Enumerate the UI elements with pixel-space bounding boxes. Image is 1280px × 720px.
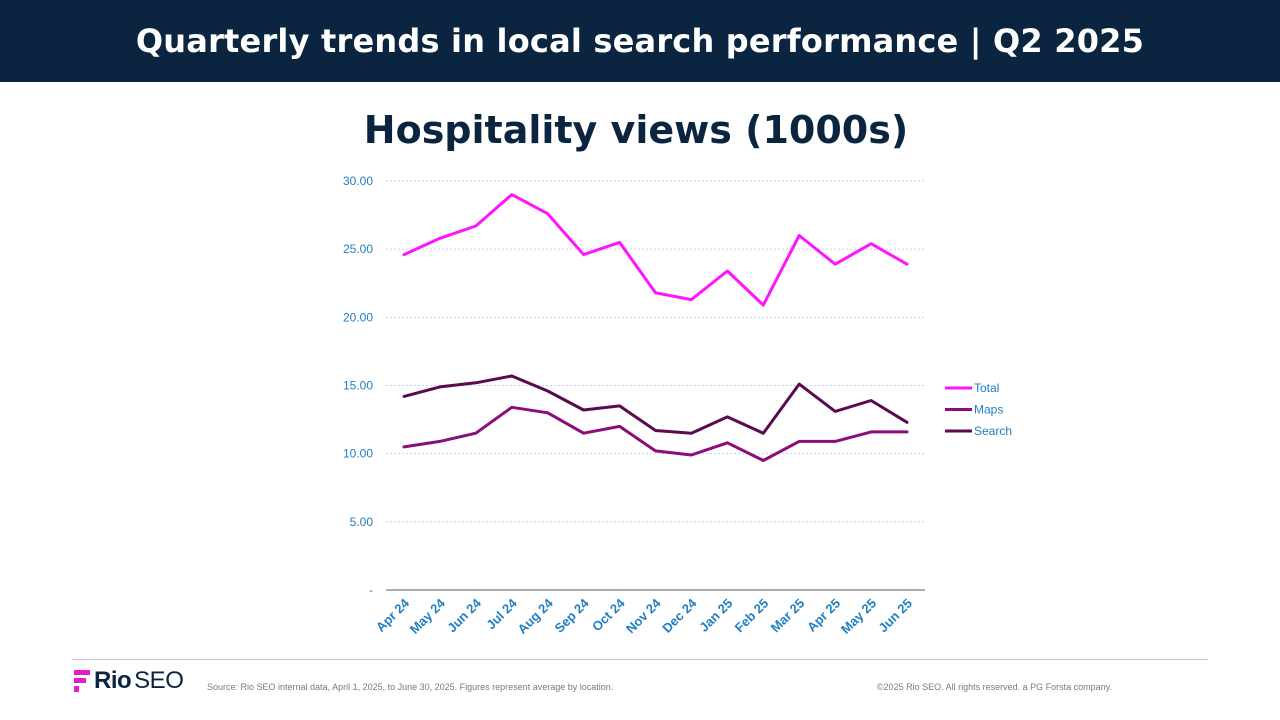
- header-bar: Quarterly trends in local search perform…: [0, 0, 1280, 82]
- y-tick-label: 20.00: [343, 310, 373, 324]
- chart-title: Hospitality views (1000s): [363, 108, 909, 152]
- x-tick-label: Apr 24: [373, 595, 413, 635]
- legend-label-total: Total: [974, 381, 999, 395]
- x-tick-label: Jun 24: [444, 595, 484, 635]
- footer-divider: [72, 659, 1208, 660]
- y-tick-label: 25.00: [343, 242, 373, 256]
- x-tick-label: Oct 24: [589, 595, 628, 634]
- logo-text-seo: SEO: [134, 667, 184, 694]
- x-tick-label: Nov 24: [623, 595, 664, 636]
- copyright-note: ©2025 Rio SEO. All rights reserved. a PG…: [876, 682, 1112, 692]
- logo-text-rio: Rio: [94, 667, 132, 694]
- legend-label-maps: Maps: [974, 403, 1003, 417]
- rio-seo-logo: Rio SEO: [74, 667, 184, 695]
- y-tick-label: 30.00: [343, 174, 373, 188]
- series-line-search: [402, 374, 909, 435]
- x-tick-label: May 25: [838, 596, 879, 637]
- x-tick-label: Sep 24: [552, 595, 593, 636]
- x-tick-label: Feb 25: [732, 596, 772, 636]
- x-tick-label: Jan 25: [696, 596, 735, 635]
- series-line-maps: [402, 405, 909, 462]
- y-tick-label: 10.00: [343, 447, 373, 461]
- x-tick-label: Dec 24: [659, 595, 700, 636]
- y-tick-label: -: [369, 583, 373, 597]
- x-tick-label: Aug 24: [515, 595, 557, 637]
- x-tick-label: May 24: [407, 595, 449, 637]
- y-tick-label: 5.00: [350, 515, 374, 529]
- x-tick-label: Apr 25: [804, 596, 843, 635]
- source-note: Source: Rio SEO internal data, April 1, …: [207, 682, 614, 692]
- legend-label-search: Search: [974, 424, 1012, 438]
- rio-logo-icon: [74, 670, 92, 692]
- page-title: Quarterly trends in local search perform…: [135, 22, 1145, 60]
- x-tick-label: Mar 25: [768, 596, 808, 636]
- series-line-total: [402, 193, 909, 307]
- y-tick-label: 15.00: [343, 379, 373, 393]
- x-tick-label: Jun 25: [875, 596, 915, 636]
